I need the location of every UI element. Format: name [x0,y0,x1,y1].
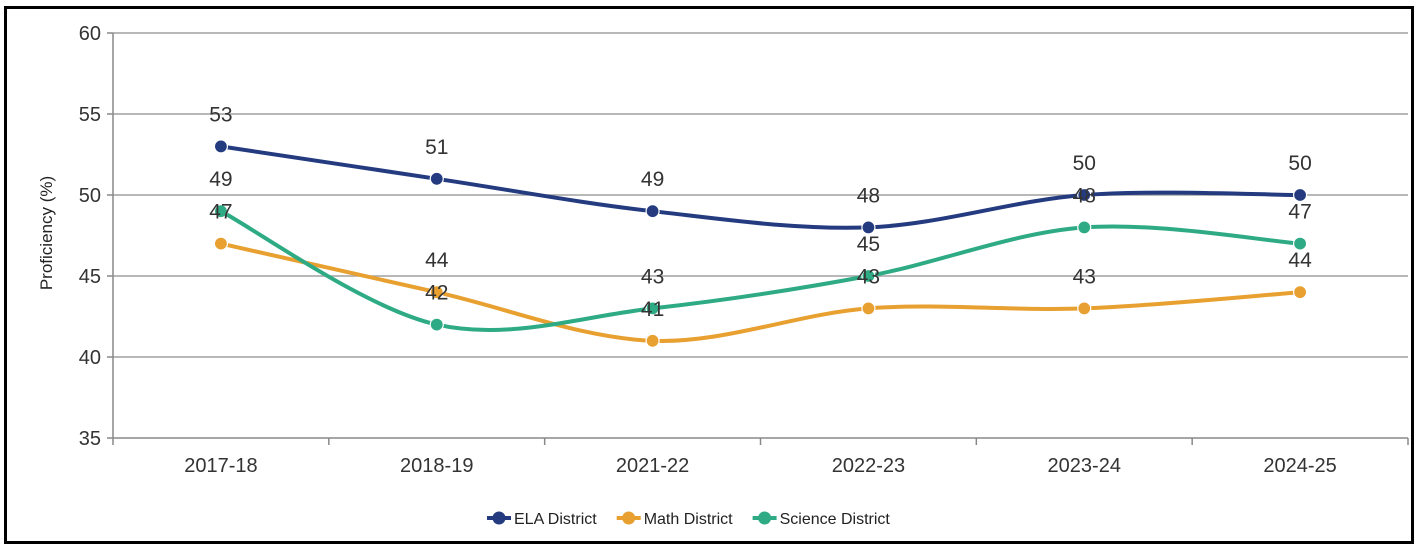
data-label-math-district: 43 [1073,265,1096,288]
gridlines [113,32,1408,439]
series-lines [213,139,1308,348]
data-point-math-district[interactable] [645,333,660,348]
x-tick-label: 2023-24 [1048,455,1121,477]
data-point-science-district[interactable] [861,268,876,284]
data-label-science-district: 49 [209,168,232,191]
y-tick-label: 35 [79,428,101,450]
data-point-science-district[interactable] [645,301,660,316]
series-line-science-district [219,209,1301,332]
data-label-math-district: 44 [425,249,449,272]
x-axis: 2017-18 2018-19 2021-22 2022-23 2023-24 2024-… [112,33,1409,477]
y-axis-ticks: 35 40 45 50 55 60 [79,23,113,450]
data-label-ela-district: 48 [857,184,880,207]
data-point-ela-district[interactable] [645,204,660,219]
data-label-math-district: 43 [857,265,880,288]
x-tick-label: 2022-23 [832,455,905,477]
data-point-math-district[interactable] [861,301,876,316]
legend-label: Science District [780,511,891,528]
x-tick-label: 2017-18 [184,455,257,477]
series-science-district [213,204,1308,332]
legend-label: Math District [644,511,733,528]
data-point-math-district[interactable] [213,236,229,251]
data-point-science-district[interactable] [213,204,229,219]
series-math-district [213,236,1308,348]
legend-label: ELA District [514,511,597,528]
y-tick-label: 45 [79,266,101,288]
data-point-science-district[interactable] [429,317,444,332]
data-label-math-district: 41 [641,298,664,321]
legend-swatch-marker [492,511,506,525]
data-point-math-district[interactable] [429,285,444,300]
legend-swatch-marker [758,511,772,525]
data-labels: 53 51 49 48 50 50 47 44 41 43 43 44 49 42 43 45 48 47 [209,103,1312,320]
data-label-science-district: 48 [1073,184,1096,207]
series-line-math-district [220,241,1301,343]
legend: ELA District Math District Science Distric… [487,511,890,528]
data-point-math-district[interactable] [1077,301,1092,316]
data-label-ela-district: 50 [1073,152,1096,175]
data-label-ela-district: 50 [1288,152,1311,175]
legend-item-science-district[interactable]: Science District [752,511,891,528]
data-label-science-district: 45 [857,233,880,256]
data-point-ela-district[interactable] [213,139,229,154]
legend-item-math-district[interactable]: Math District [616,511,733,528]
data-point-ela-district[interactable] [861,220,876,235]
y-tick-label: 40 [79,347,101,369]
data-label-science-district: 47 [1288,201,1311,224]
data-label-ela-district: 51 [425,136,448,159]
data-point-science-district[interactable] [1077,220,1092,235]
y-tick-label: 50 [79,185,101,207]
legend-swatch-marker [622,511,636,525]
legend-item-ela-district[interactable]: ELA District [487,511,597,528]
data-label-science-district: 42 [425,282,448,305]
series-ela-district [213,139,1308,235]
data-point-ela-district[interactable] [1077,187,1092,203]
chart-frame [4,6,1414,544]
data-point-ela-district[interactable] [1292,187,1308,203]
data-label-ela-district: 53 [209,103,232,126]
x-tick-label: 2024-25 [1263,455,1336,477]
y-tick-label: 55 [79,104,101,126]
series-line-ela-district [220,144,1301,230]
data-point-math-district[interactable] [1292,285,1308,300]
data-label-math-district: 47 [209,201,232,224]
data-label-ela-district: 49 [641,168,664,191]
y-axis-title: Proficiency (%) [37,176,56,290]
data-label-math-district: 44 [1288,249,1312,272]
data-label-science-district: 43 [641,265,664,288]
x-tick-label: 2018-19 [400,455,473,477]
y-tick-label: 60 [79,23,101,45]
data-point-ela-district[interactable] [429,171,444,186]
data-point-science-district[interactable] [1292,236,1308,251]
x-tick-label: 2021-22 [616,455,689,477]
